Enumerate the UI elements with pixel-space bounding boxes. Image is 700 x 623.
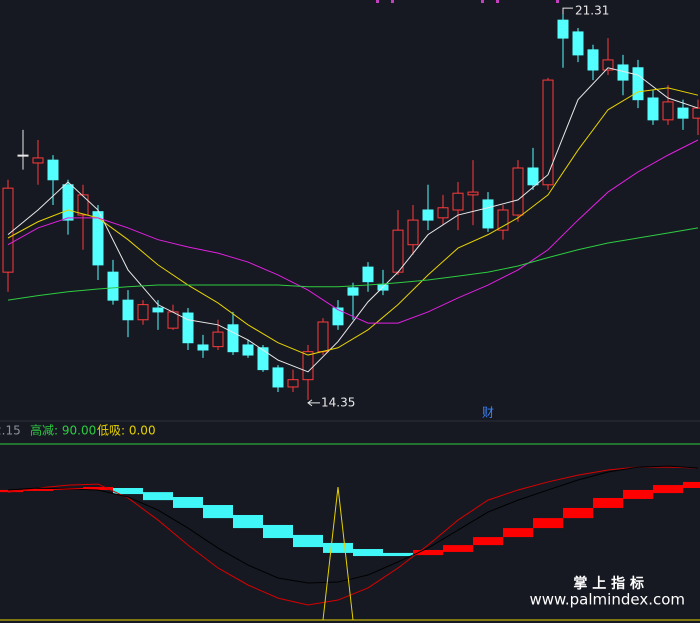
candle-body (647, 97, 659, 121)
level-label: 高减: 90.00 (30, 423, 96, 438)
band-bar (263, 524, 293, 539)
candle-body (152, 307, 164, 313)
candle-body (437, 207, 449, 219)
candle-body (692, 107, 700, 119)
candle-body (587, 49, 599, 71)
moving-average-line (7, 87, 699, 356)
band-bar (83, 487, 113, 490)
candle-body (137, 304, 149, 321)
candle-body (32, 157, 44, 164)
band-bar (443, 545, 473, 552)
band-bar (0, 489, 23, 493)
indicator-line (7, 465, 699, 584)
event-marker: 财 (482, 406, 494, 420)
band-bar (323, 542, 353, 553)
band-bar (353, 549, 383, 557)
band-bar (533, 518, 563, 529)
candle-body (2, 187, 14, 273)
band-bar (623, 489, 653, 499)
candle-body (362, 266, 374, 283)
candle-body (197, 344, 209, 351)
candle-body (287, 379, 299, 388)
candle-body (407, 219, 419, 246)
band-bar (593, 497, 623, 508)
axis-label: 2.15 (0, 424, 21, 438)
moving-average-line (7, 139, 699, 324)
candle-body (62, 184, 74, 221)
candle-body (482, 199, 494, 229)
candle-body (422, 209, 434, 221)
candle-body (542, 79, 554, 186)
annotation-leader (562, 7, 573, 15)
candle-body (317, 321, 329, 353)
band-bar (113, 488, 143, 495)
candle-body (602, 59, 614, 71)
band-bar (503, 528, 533, 538)
candle-body (527, 167, 539, 186)
candle-body (632, 67, 644, 101)
candle-body (557, 19, 569, 39)
candle-body (662, 101, 674, 121)
band-bar (173, 496, 203, 508)
candle-body (212, 331, 224, 348)
band-bar (563, 507, 593, 519)
band-bar (653, 485, 683, 494)
candle-body (497, 209, 509, 231)
candle-body (77, 194, 89, 216)
candle-body (677, 107, 689, 119)
band-bar (233, 514, 263, 529)
indicator-line (8, 486, 698, 621)
candle-body (392, 229, 404, 273)
watermark-title: 掌 上 指 标 (573, 575, 644, 592)
candle-body (452, 192, 464, 211)
band-bar (413, 549, 443, 556)
candle-body (107, 271, 119, 301)
candle-body (242, 344, 254, 356)
annotation-label: 21.31 (575, 4, 609, 18)
candle-body (332, 307, 344, 326)
band-bar (383, 552, 413, 557)
candle-body (302, 351, 314, 381)
candle-body (257, 347, 269, 371)
watermark-url: www.palmindex.com (529, 591, 685, 609)
moving-average-line (7, 227, 699, 301)
band-bar (473, 537, 503, 546)
candle-body (572, 31, 584, 56)
candle-body (347, 287, 359, 296)
level-label: 低吸: 0.00 (97, 424, 156, 438)
top-dots (376, 0, 559, 3)
annotation-arrow (307, 399, 320, 407)
band-bar (683, 481, 700, 488)
moving-average-line (7, 67, 699, 373)
annotation-label: 14.35 (321, 395, 355, 409)
candle-body (17, 154, 29, 157)
candle-body (47, 159, 59, 181)
candle-body (182, 312, 194, 344)
candle-body (122, 299, 134, 321)
candle-body (227, 324, 239, 353)
band-bar (23, 488, 53, 491)
candle-body (272, 367, 284, 388)
candle-body (512, 167, 524, 216)
band-bar (203, 505, 233, 519)
candle-body (467, 191, 479, 196)
candle-body (92, 211, 104, 266)
band-bar (143, 492, 173, 501)
band-bar (293, 534, 323, 548)
